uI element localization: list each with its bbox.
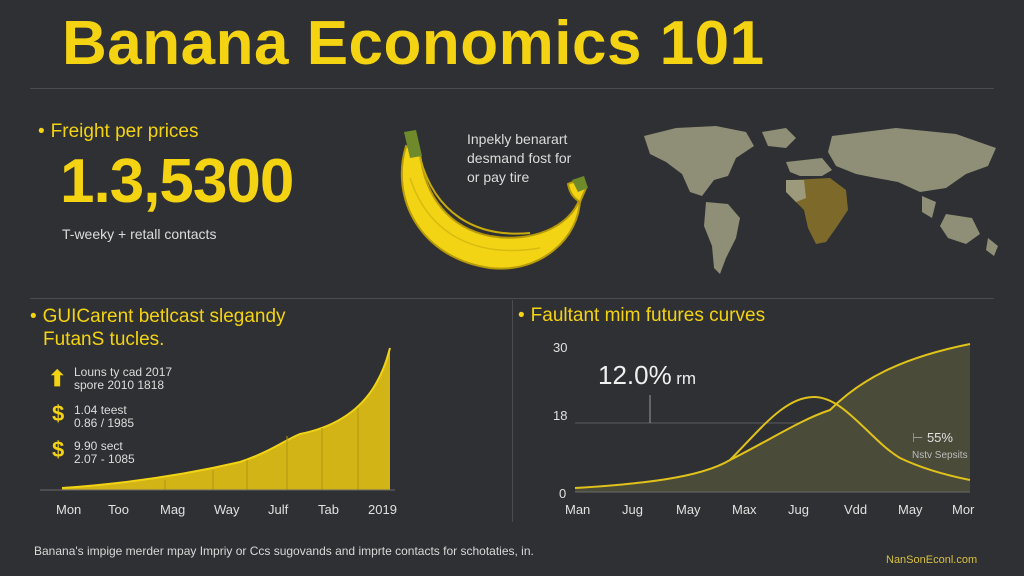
right-annotation-value: 12.0% (598, 360, 672, 390)
left-chart-heading: • GUICarent betlcast slegandy FutanS tucl… (30, 306, 286, 350)
right-annotation: 12.0% rm (598, 360, 696, 391)
left-chart-heading-line1: GUICarent betlcast slegandy (42, 306, 286, 327)
right-annotation-unit: rm (676, 369, 697, 388)
right-x-label: Jug (622, 502, 643, 517)
right-x-label: Jug (788, 502, 809, 517)
legend-line: 0.86 / 1985 (74, 416, 135, 430)
banana-note-line: desmand fost for (467, 150, 572, 166)
freight-big-number: 1.3,5300 (60, 147, 294, 216)
title-divider (30, 88, 994, 89)
left-x-label: Mon (56, 502, 82, 517)
footer-text: Banana's impige merder mpay Impriy or Cc… (34, 544, 534, 558)
footer-brand: NanSonEconl.com (886, 554, 978, 566)
right-chart-heading: • Faultant mim futures curves (518, 305, 766, 326)
left-chart-heading-line2: FutanS tucles. (43, 329, 165, 350)
right-x-label: Max (732, 502, 757, 517)
right-y-label: 0 (559, 486, 567, 501)
freight-caption: T-weeky + retall contacts (62, 226, 217, 242)
right-x-label: May (676, 502, 701, 517)
right-x-label: Vdd (844, 502, 868, 517)
dollar-icon: $ (52, 401, 65, 426)
world-map (644, 126, 998, 274)
right-side-value: 55% (926, 430, 953, 445)
legend-line: 9.90 sect (74, 439, 123, 453)
right-side-note: ⊢ 55% Nstv Sepsits (912, 430, 968, 461)
page-title: Banana Economics 101 (62, 9, 765, 78)
left-legend-text: Louns ty cad 2017 spore 2010 1818 (74, 366, 172, 392)
left-x-label: Julf (268, 502, 289, 517)
right-x-label: Man (565, 502, 591, 517)
right-chart-heading-text: Faultant mim futures curves (530, 305, 766, 326)
dollar-icon: $ (52, 437, 65, 462)
right-y-label: 18 (553, 408, 568, 423)
freight-heading-text: Freight per prices (50, 121, 199, 142)
legend-line: 2.07 - 1085 (74, 452, 135, 466)
right-x-label: Mor (952, 502, 975, 517)
banana-illustration (400, 130, 588, 270)
legend-line: 1.04 teest (74, 403, 127, 417)
freight-heading: • Freight per prices (38, 121, 199, 142)
right-y-label: 30 (553, 340, 568, 355)
chart-divider (512, 300, 513, 522)
left-x-label: 2019 (368, 502, 397, 517)
up-arrow-icon: ⬆ (48, 366, 67, 391)
right-x-label: May (898, 502, 923, 517)
left-x-label: Mag (160, 502, 186, 517)
section-divider (30, 298, 994, 299)
left-legend-text: 1.04 teest 0.86 / 1985 (74, 404, 134, 430)
right-side-label: Nstv Sepsits (912, 450, 968, 461)
left-legend-text: 9.90 sect 2.07 - 1085 (74, 440, 135, 466)
legend-line: spore 2010 1818 (74, 378, 165, 392)
left-x-label: Way (214, 502, 240, 517)
left-x-label: Too (108, 502, 129, 517)
left-x-label: Tab (318, 502, 339, 517)
banana-note-line: Inpekly benarart (467, 131, 568, 147)
banana-note-line: or pay tire (467, 169, 530, 185)
banana-note: Inpekly benarart desmand fost for or pay… (467, 130, 571, 187)
legend-line: Louns ty cad 2017 (74, 365, 173, 379)
